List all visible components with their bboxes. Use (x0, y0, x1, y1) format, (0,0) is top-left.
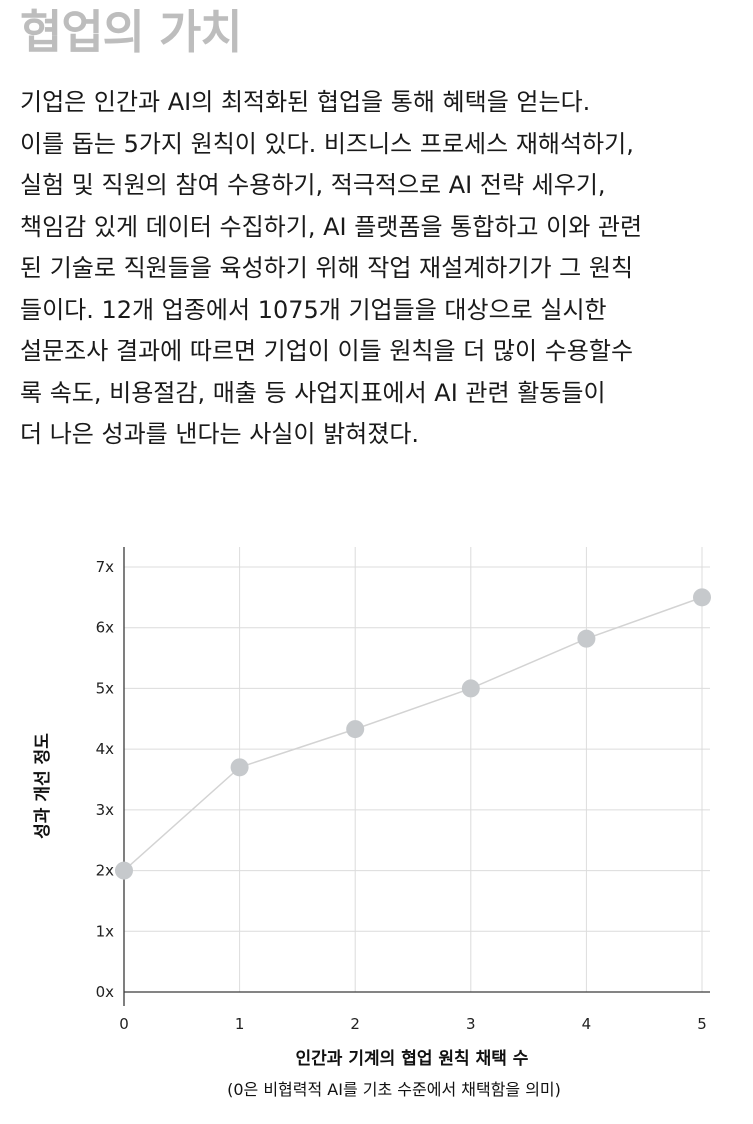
article-line: 기업은 인간과 AI의 최적화된 협업을 통해 혜택을 얻는다. (20, 88, 591, 116)
article-line: 더 나은 성과를 낸다는 사실이 밝혀졌다. (20, 420, 420, 448)
chart-grid (124, 547, 710, 992)
data-point (577, 629, 596, 648)
y-tick-label: 2x (96, 862, 115, 880)
x-tick-label: 0 (119, 1015, 129, 1033)
y-tick-label: 7x (96, 558, 115, 576)
data-point (230, 758, 249, 777)
article-line: 된 기술로 직원들을 육성하기 위해 작업 재설계하기가 그 원칙 (20, 254, 634, 282)
y-tick-label: 0x (96, 983, 115, 1001)
article-line: 들이다. 12개 업종에서 1075개 기업들을 대상으로 실시한 (20, 295, 607, 324)
y-tick-label: 1x (96, 922, 115, 940)
x-tick-label: 3 (466, 1015, 476, 1033)
data-point (115, 861, 133, 880)
chart-axes (123, 547, 710, 1006)
article-line: 이를 돕는 5가지 원칙이 있다. 비즈니스 프로세스 재해석하기, (20, 129, 634, 158)
article-line: 설문조사 결과에 따르면 기업이 이들 원칙을 더 많이 수용할수 (20, 337, 634, 365)
article-line: 실험 및 직원의 참여 수용하기, 적극적으로 AI 전략 세우기, (20, 171, 606, 199)
chart-series (115, 588, 711, 880)
x-axis-title: 인간과 기계의 협업 원칙 채택 수 (296, 1048, 529, 1069)
x-tick-label: 4 (582, 1015, 592, 1033)
x-axis-subtitle: (0은 비협력적 AI를 기초 수준에서 채택함을 의미) (227, 1080, 561, 1099)
x-tick-label: 5 (697, 1015, 707, 1033)
y-tick-label: 4x (96, 740, 115, 758)
y-tick-label: 6x (96, 619, 115, 637)
x-tick-label: 2 (350, 1015, 360, 1033)
data-point (346, 720, 365, 739)
article-line: 책임감 있게 데이터 수집하기, AI 플랫폼을 통합하고 이와 관련 (20, 212, 643, 241)
line-chart: 0x 1x 2x 3x 4x 5x 6x 7x 0 1 2 3 4 5 성과 개선 정도 인간과 기계의 … (33, 547, 711, 1099)
y-tick-label: 5x (96, 679, 115, 697)
x-tick-label: 1 (235, 1015, 245, 1033)
article-body: 기업은 인간과 AI의 최적화된 협업을 통해 혜택을 얻는다. 이를 돕는 5… (20, 82, 745, 456)
data-point (461, 679, 480, 698)
y-axis-title: 성과 개선 정도 (33, 733, 53, 839)
page-title: 협업의 가치 (20, 5, 243, 59)
y-tick-label: 3x (96, 801, 115, 819)
article-line: 록 속도, 비용절감, 매출 등 사업지표에서 AI 관련 활동들이 (20, 378, 606, 407)
data-point (693, 588, 711, 607)
series-line (123, 596, 703, 872)
chart-ticks: 0x 1x 2x 3x 4x 5x 6x 7x 0 1 2 3 4 5 (96, 558, 707, 1033)
